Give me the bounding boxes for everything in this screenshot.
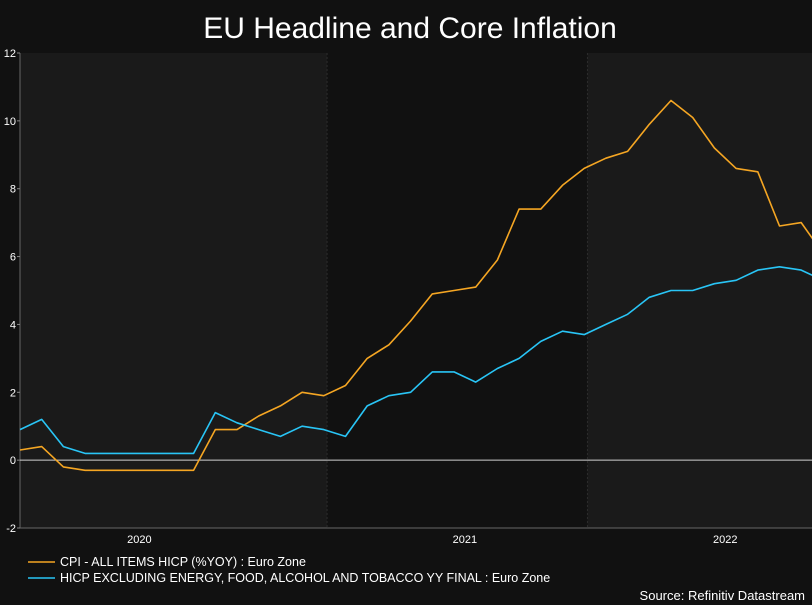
x-tick-label: 2022 [713,534,737,546]
source-note: Source: Refinitiv Datastream [640,588,805,603]
y-tick-label: 12 [4,48,16,60]
y-tick-label: 2 [10,387,16,399]
y-tick-label: -2 [6,523,16,535]
x-tick-label: 2021 [453,534,477,546]
legend-label-1: HICP EXCLUDING ENERGY, FOOD, ALCOHOL AND… [60,571,550,585]
y-tick-label: 0 [10,455,16,467]
y-tick-label: 10 [4,116,16,128]
series-line-1 [19,265,812,455]
chart-title: EU Headline and Core Inflation [203,12,617,45]
y-tick-label: 4 [10,319,16,331]
y-tick-label: 6 [10,252,16,264]
legend-label-0: CPI - ALL ITEMS HICP (%YOY) : Euro Zone [60,555,306,569]
y-tick-label: 8 [10,184,16,196]
series-line-0 [19,99,812,472]
legend: CPI - ALL ITEMS HICP (%YOY) : Euro Zone H… [28,555,550,585]
x-tick-label: 2020 [127,534,151,546]
